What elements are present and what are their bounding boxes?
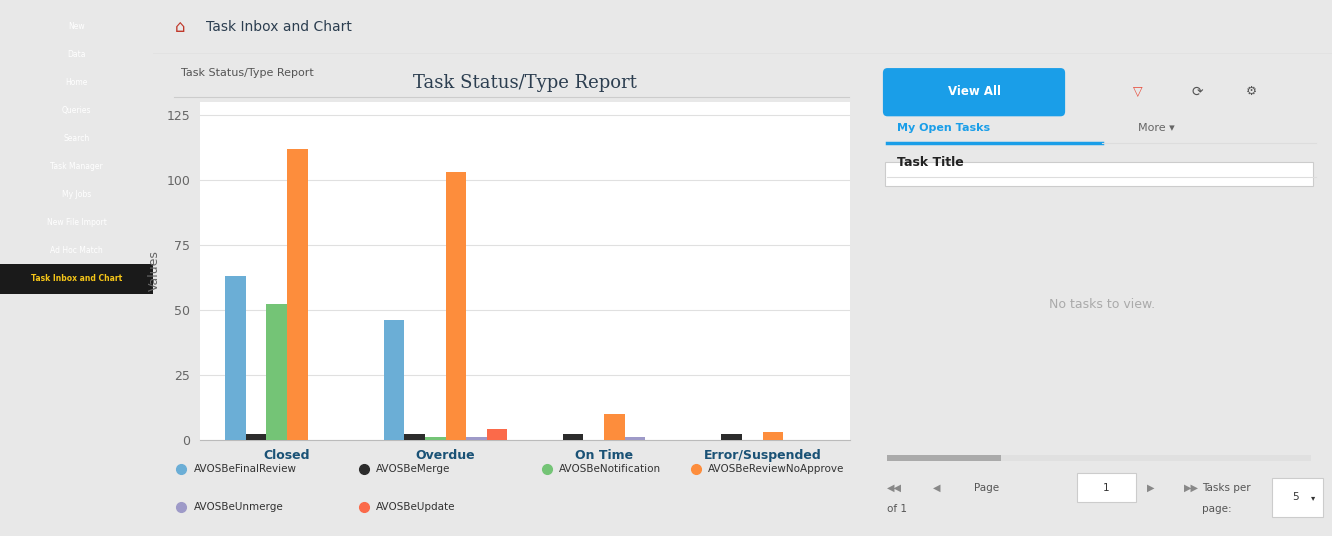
Text: ⚙: ⚙ <box>1247 85 1257 98</box>
Text: Task Manager: Task Manager <box>51 162 103 172</box>
Text: ▶: ▶ <box>1147 483 1155 493</box>
Text: Task Status/Type Report: Task Status/Type Report <box>181 68 314 78</box>
Text: AVOSBeMerge: AVOSBeMerge <box>376 464 450 474</box>
Text: Home: Home <box>65 78 88 87</box>
FancyBboxPatch shape <box>1272 478 1323 517</box>
Bar <box>763 431 783 440</box>
Text: View All: View All <box>947 85 1000 98</box>
Y-axis label: Values: Values <box>148 250 161 291</box>
Bar <box>425 437 445 440</box>
Text: Task Title: Task Title <box>896 155 963 169</box>
Bar <box>625 437 645 440</box>
Text: ◀: ◀ <box>932 483 940 493</box>
Bar <box>605 414 625 440</box>
Text: AVOSBeFinalReview: AVOSBeFinalReview <box>193 464 297 474</box>
FancyBboxPatch shape <box>886 162 1313 187</box>
Text: ▶▶: ▶▶ <box>1184 483 1199 493</box>
Text: ◀◀: ◀◀ <box>887 483 903 493</box>
Text: Task Inbox and Chart: Task Inbox and Chart <box>31 274 123 283</box>
Text: Data: Data <box>68 50 85 59</box>
Bar <box>887 456 1002 461</box>
Text: Ad Hoc Match: Ad Hoc Match <box>51 246 103 255</box>
Text: New: New <box>68 23 85 31</box>
FancyBboxPatch shape <box>1076 473 1136 502</box>
Title: Task Status/Type Report: Task Status/Type Report <box>413 74 637 92</box>
Text: ▽: ▽ <box>1134 85 1143 98</box>
FancyBboxPatch shape <box>883 68 1066 116</box>
Text: ▾: ▾ <box>1311 493 1316 502</box>
Text: Task Inbox and Chart: Task Inbox and Chart <box>206 20 352 34</box>
Bar <box>405 434 425 440</box>
Bar <box>286 148 308 440</box>
Bar <box>466 437 486 440</box>
Text: New File Import: New File Import <box>47 218 107 227</box>
Text: More ▾: More ▾ <box>1138 123 1175 133</box>
Text: AVOSBeUpdate: AVOSBeUpdate <box>376 502 456 512</box>
Bar <box>246 434 266 440</box>
Text: Queries: Queries <box>61 106 92 115</box>
Text: Tasks per: Tasks per <box>1201 483 1251 493</box>
Bar <box>887 456 1311 461</box>
Text: page:: page: <box>1201 504 1231 515</box>
Bar <box>384 320 405 440</box>
Text: AVOSBeReviewNoApprove: AVOSBeReviewNoApprove <box>707 464 844 474</box>
Text: No tasks to view.: No tasks to view. <box>1048 298 1155 311</box>
Text: ⟳: ⟳ <box>1191 85 1203 99</box>
Text: Search: Search <box>64 134 89 143</box>
Text: 1: 1 <box>1103 483 1110 493</box>
Bar <box>266 304 286 440</box>
Text: of 1: of 1 <box>887 504 907 515</box>
Text: ⌂: ⌂ <box>174 18 185 36</box>
Text: AVOSBeNotification: AVOSBeNotification <box>559 464 661 474</box>
Text: My Jobs: My Jobs <box>63 190 91 199</box>
Bar <box>486 429 507 440</box>
Text: My Open Tasks: My Open Tasks <box>896 123 990 133</box>
Bar <box>0 264 153 294</box>
Text: Page: Page <box>974 483 999 493</box>
Bar <box>225 276 246 440</box>
Text: AVOSBeUnmerge: AVOSBeUnmerge <box>193 502 284 512</box>
Bar <box>563 434 583 440</box>
Bar <box>722 434 742 440</box>
Text: 5: 5 <box>1292 493 1299 502</box>
Bar <box>445 172 466 440</box>
